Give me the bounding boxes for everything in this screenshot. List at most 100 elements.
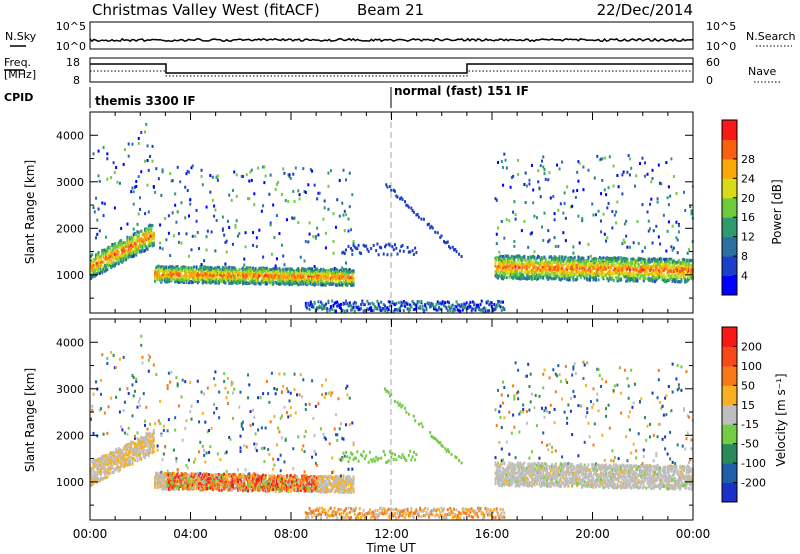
data-cell	[388, 300, 391, 304]
data-cell	[595, 275, 598, 279]
data-cell	[500, 159, 503, 163]
data-cell	[218, 279, 221, 283]
data-cell	[670, 270, 673, 274]
data-cell	[685, 258, 688, 262]
data-cell	[676, 274, 679, 278]
data-cell	[519, 263, 522, 267]
data-cell	[535, 277, 538, 281]
data-cell	[122, 258, 125, 262]
data-cell	[561, 267, 564, 271]
data-cell	[108, 471, 111, 475]
data-cell	[586, 273, 589, 277]
data-cell	[250, 268, 253, 272]
data-cell	[522, 276, 525, 280]
data-cell	[137, 136, 140, 140]
data-cell	[176, 210, 179, 214]
data-cell	[626, 279, 629, 283]
data-cell	[269, 278, 272, 282]
data-cell	[598, 255, 601, 259]
data-cell	[497, 275, 500, 279]
data-cell	[628, 271, 631, 275]
data-cell	[412, 253, 415, 257]
data-cell	[211, 198, 214, 202]
data-cell	[106, 157, 109, 161]
data-cell	[512, 174, 515, 178]
data-cell	[130, 247, 133, 251]
data-cell	[500, 220, 503, 224]
data-cell	[260, 269, 263, 273]
data-cell	[332, 212, 335, 216]
data-cell	[411, 249, 414, 253]
data-cell	[221, 279, 224, 283]
data-cell	[554, 267, 557, 271]
data-cell	[515, 269, 518, 273]
data-cell	[226, 219, 229, 223]
data-cell	[112, 256, 115, 260]
data-cell	[321, 283, 324, 287]
data-cell	[185, 232, 188, 236]
data-cell	[346, 309, 349, 313]
data-cell	[509, 259, 512, 263]
data-cell	[292, 216, 295, 220]
data-cell	[345, 279, 348, 283]
data-cell	[144, 130, 147, 134]
data-cell	[543, 267, 546, 271]
data-cell	[90, 259, 92, 263]
data-cell	[336, 304, 339, 308]
data-cell	[561, 272, 564, 276]
data-cell	[430, 304, 433, 308]
colorbar-tick-label: 8	[741, 250, 748, 263]
data-cell	[238, 271, 241, 275]
data-cell	[101, 252, 104, 256]
data-cell	[209, 268, 212, 272]
data-cell	[296, 281, 299, 285]
data-cell	[184, 265, 187, 269]
data-cell	[429, 226, 432, 230]
data-cell	[105, 264, 108, 268]
data-cell	[181, 266, 184, 270]
data-cell	[279, 275, 282, 279]
data-cell	[544, 271, 547, 275]
data-cell	[105, 459, 108, 463]
data-cell	[301, 267, 304, 271]
data-cell	[91, 460, 94, 464]
data-cell	[429, 303, 432, 307]
data-cell	[659, 259, 662, 263]
data-cell	[117, 241, 120, 245]
data-cell	[518, 254, 521, 258]
data-cell	[401, 197, 404, 201]
data-cell	[360, 303, 363, 307]
data-cell	[543, 168, 546, 172]
data-cell	[652, 264, 655, 268]
data-cell	[177, 278, 180, 282]
data-cell	[569, 270, 572, 274]
data-cell	[470, 306, 473, 310]
data-cell	[123, 444, 126, 448]
data-cell	[224, 266, 227, 270]
data-cell	[346, 277, 349, 281]
data-cell	[221, 268, 224, 272]
data-cell	[127, 248, 130, 252]
data-cell	[107, 264, 110, 268]
data-cell	[372, 243, 375, 247]
data-cell	[621, 242, 624, 246]
data-cell	[91, 477, 94, 481]
data-cell	[100, 378, 103, 382]
data-cell	[199, 265, 202, 269]
data-cell	[363, 308, 366, 312]
data-cell	[592, 276, 595, 280]
freq-tick-low: 8	[73, 74, 80, 87]
data-cell	[132, 242, 135, 246]
colorbar-segment	[722, 139, 737, 160]
data-cell	[298, 274, 301, 278]
data-cell	[387, 300, 390, 304]
data-cell	[573, 264, 576, 268]
data-cell	[631, 262, 634, 266]
data-cell	[636, 275, 639, 279]
data-cell	[95, 257, 98, 261]
data-cell	[204, 280, 207, 284]
data-cell	[165, 277, 168, 281]
data-cell	[376, 299, 379, 303]
data-cell	[102, 214, 105, 218]
